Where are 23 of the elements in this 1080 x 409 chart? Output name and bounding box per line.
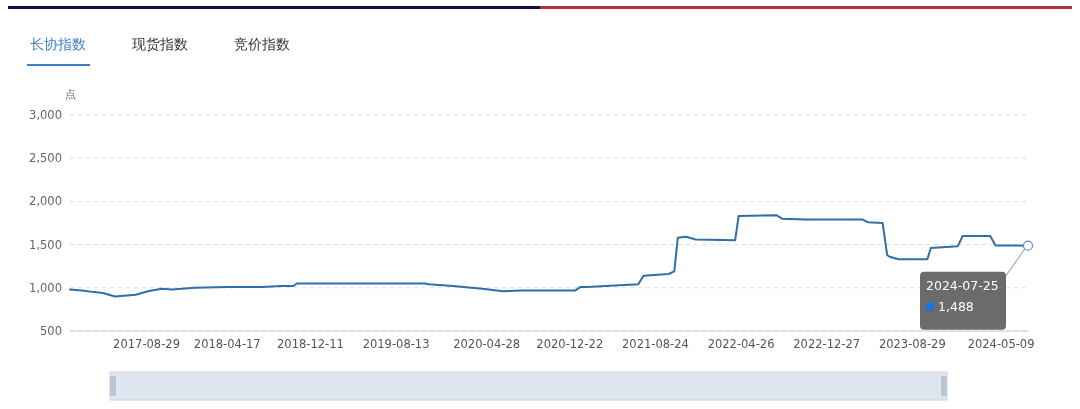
x-tick-label: 2022-12-27 <box>793 337 861 351</box>
x-tick-label: 2018-04-17 <box>193 337 261 351</box>
y-tick-label: 3,000 <box>29 108 62 122</box>
annotation: 2024-07-25 <box>926 277 999 293</box>
x-tick-label: 2017-08-29 <box>113 337 180 351</box>
x-tick-label: 2019-08-13 <box>362 337 430 351</box>
y-tick-label: 2,000 <box>29 194 62 209</box>
y-tick-label: 1,500 <box>29 237 62 252</box>
x-tick-label: 2020-04-28 <box>453 337 521 351</box>
x-tick-label: 2022-04-26 <box>707 337 775 351</box>
x-tick-label: 2018-12-11 <box>277 337 344 351</box>
chart-title: 长协指数 <box>30 36 86 52</box>
y-tick-label: 2,500 <box>29 151 62 166</box>
x-tick-label: 2021-08-24 <box>622 337 689 351</box>
text: 现货指数 <box>132 36 188 52</box>
annotation: 1,488 <box>938 298 974 314</box>
y-tick-label: 1,000 <box>29 280 62 295</box>
x-tick-label: 2020-12-22 <box>536 337 604 351</box>
x-tick-label: 2023-08-29 <box>878 337 946 351</box>
text: 竞价指数 <box>234 36 290 52</box>
y-axis-title: 点 <box>64 88 76 101</box>
x-tick-label: 2024-05-09 <box>967 337 1035 351</box>
y-tick-label: 500 <box>40 324 62 338</box>
